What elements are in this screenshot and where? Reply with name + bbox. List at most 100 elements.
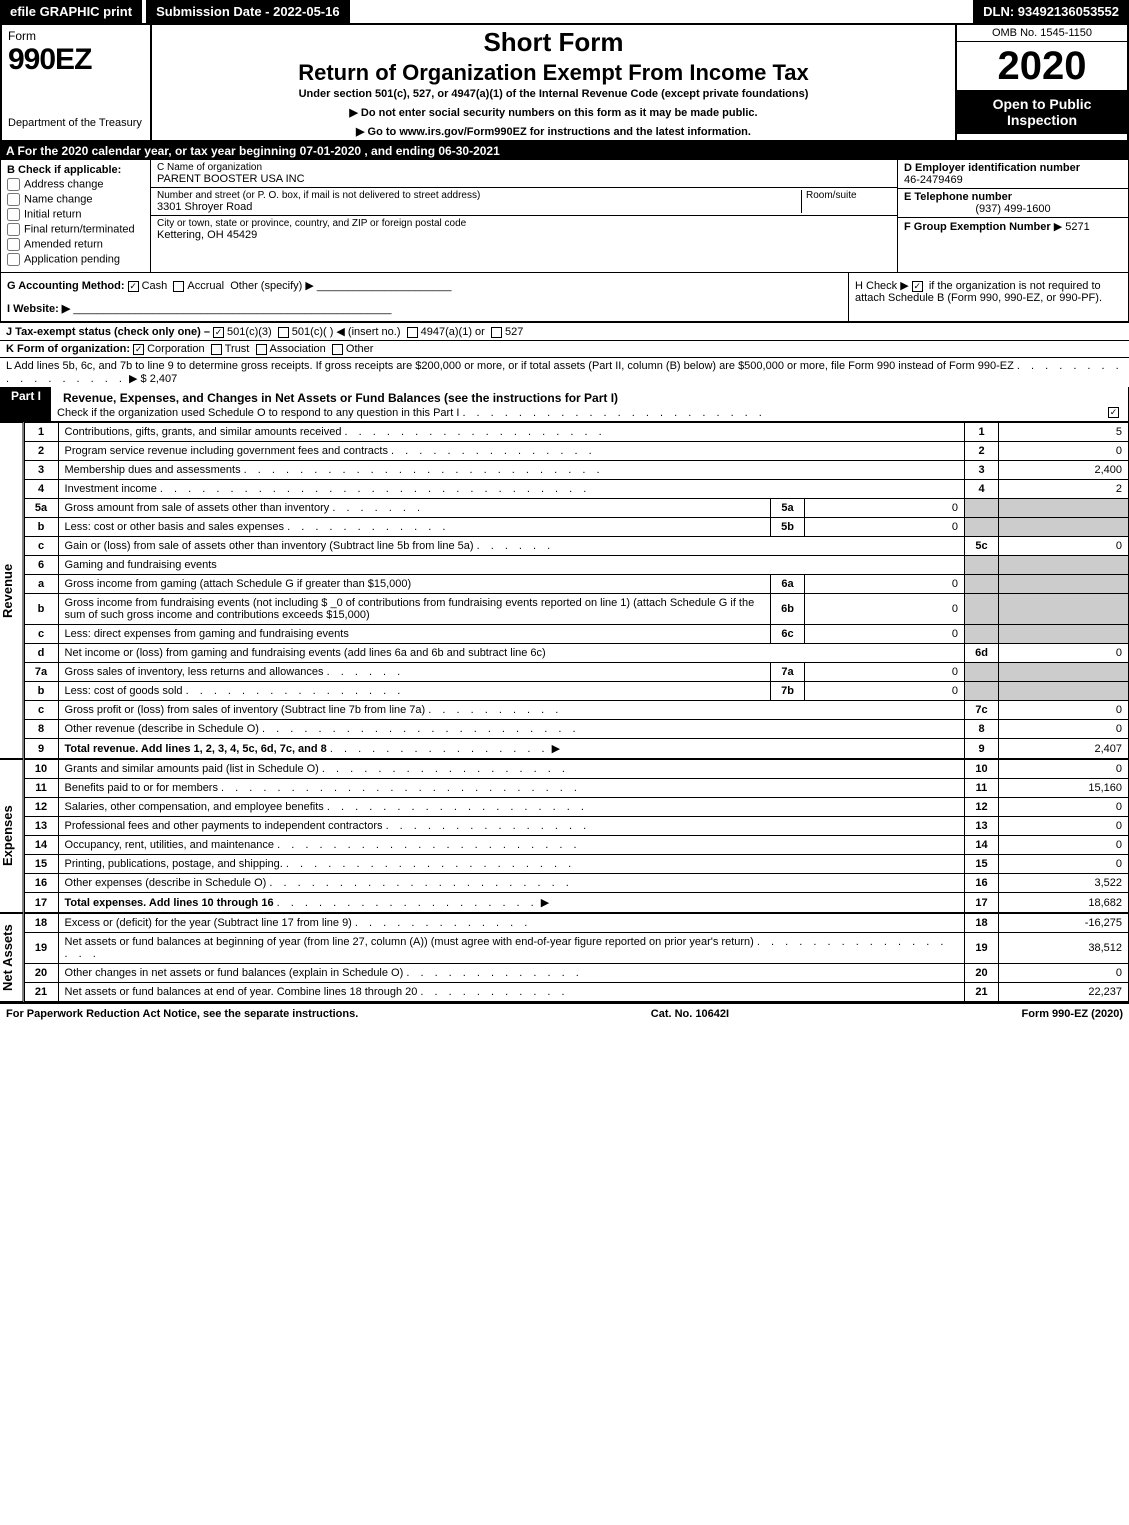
ein-value: 46-2479469 (904, 174, 1122, 186)
line-g: G Accounting Method: Cash Accrual Other … (7, 279, 842, 292)
chk-schedule-b[interactable] (912, 281, 923, 292)
chk-other-org[interactable] (332, 344, 343, 355)
revenue-section: Revenue 1Contributions, gifts, grants, a… (0, 422, 1129, 759)
chk-address-change[interactable]: Address change (7, 178, 144, 191)
chk-final-return[interactable]: Final return/terminated (7, 223, 144, 236)
line-3: 3Membership dues and assessments . . . .… (24, 461, 1128, 480)
group-exemption-block: F Group Exemption Number ▶ 5271 (898, 218, 1128, 235)
ein-block: D Employer identification number 46-2479… (898, 160, 1128, 189)
line-i: I Website: ▶ ___________________________… (7, 302, 842, 315)
footer-left: For Paperwork Reduction Act Notice, see … (6, 1008, 358, 1020)
chk-cash[interactable] (128, 281, 139, 292)
col-d-ein-phone: D Employer identification number 46-2479… (898, 160, 1128, 272)
chk-amended-return[interactable]: Amended return (7, 238, 144, 251)
city-block: City or town, state or province, country… (151, 216, 897, 243)
line-l: L Add lines 5b, 6c, and 7b to line 9 to … (0, 357, 1129, 387)
chk-application-pending[interactable]: Application pending (7, 253, 144, 266)
chk-association[interactable] (256, 344, 267, 355)
footer-right: Form 990-EZ (2020) (1022, 1008, 1123, 1020)
chk-accrual[interactable] (173, 281, 184, 292)
col-b-checkboxes: B Check if applicable: Address change Na… (1, 160, 151, 272)
line-11: 11Benefits paid to or for members . . . … (24, 779, 1128, 798)
line-12: 12Salaries, other compensation, and empl… (24, 798, 1128, 817)
form-header: Form 990EZ Department of the Treasury Sh… (0, 25, 1129, 142)
dln-label: DLN: 93492136053552 (973, 0, 1129, 23)
phone-block: E Telephone number (937) 499-1600 (898, 189, 1128, 218)
chk-trust[interactable] (211, 344, 222, 355)
line-18: 18Excess or (deficit) for the year (Subt… (24, 914, 1128, 933)
page-footer: For Paperwork Reduction Act Notice, see … (0, 1002, 1129, 1024)
room-label: Room/suite (806, 190, 891, 201)
efile-print-button[interactable]: efile GRAPHIC print (0, 0, 142, 23)
line-13: 13Professional fees and other payments t… (24, 817, 1128, 836)
line-j: J Tax-exempt status (check only one) – 5… (0, 322, 1129, 340)
part-1-label: Part I (1, 387, 51, 421)
line-5b: bLess: cost or other basis and sales exp… (24, 518, 1128, 537)
line-15: 15Printing, publications, postage, and s… (24, 855, 1128, 874)
chk-501c[interactable] (278, 327, 289, 338)
expenses-section: Expenses 10Grants and similar amounts pa… (0, 759, 1129, 913)
line-14: 14Occupancy, rent, utilities, and mainte… (24, 836, 1128, 855)
department-label: Department of the Treasury (8, 117, 144, 129)
revenue-vertical-label: Revenue (0, 422, 24, 759)
header-left: Form 990EZ Department of the Treasury (2, 25, 152, 140)
expenses-vertical-label: Expenses (0, 759, 24, 913)
section-g-h-i: G Accounting Method: Cash Accrual Other … (0, 273, 1129, 322)
street-label: Number and street (or P. O. box, if mail… (157, 190, 801, 201)
line-9: 9Total revenue. Add lines 1, 2, 3, 4, 5c… (24, 739, 1128, 759)
line-6a: aGross income from gaming (attach Schedu… (24, 575, 1128, 594)
group-value: ▶ 5271 (1054, 221, 1090, 233)
col-b-title: B Check if applicable: (7, 164, 144, 176)
net-assets-section: Net Assets 18Excess or (deficit) for the… (0, 913, 1129, 1002)
city-label: City or town, state or province, country… (157, 218, 891, 229)
chk-corporation[interactable] (133, 344, 144, 355)
ein-label: D Employer identification number (904, 162, 1122, 174)
chk-527[interactable] (491, 327, 502, 338)
instructions-link[interactable]: ▶ Go to www.irs.gov/Form990EZ for instru… (158, 125, 949, 138)
chk-4947[interactable] (407, 327, 418, 338)
expenses-table: 10Grants and similar amounts paid (list … (24, 759, 1129, 913)
top-bar: efile GRAPHIC print Submission Date - 20… (0, 0, 1129, 25)
line-5a: 5aGross amount from sale of assets other… (24, 499, 1128, 518)
chk-initial-return[interactable]: Initial return (7, 208, 144, 221)
org-name-block: C Name of organization PARENT BOOSTER US… (151, 160, 897, 188)
line-20: 20Other changes in net assets or fund ba… (24, 964, 1128, 983)
net-assets-vertical-label: Net Assets (0, 913, 24, 1002)
line-19: 19Net assets or fund balances at beginni… (24, 933, 1128, 964)
line-17: 17Total expenses. Add lines 10 through 1… (24, 893, 1128, 913)
group-label: F Group Exemption Number (904, 221, 1051, 233)
chk-name-change[interactable]: Name change (7, 193, 144, 206)
submission-date-label: Submission Date - 2022-05-16 (146, 0, 350, 23)
chk-schedule-o[interactable] (1108, 407, 1119, 418)
line-16: 16Other expenses (describe in Schedule O… (24, 874, 1128, 893)
open-to-public-label: Open to Public Inspection (957, 90, 1127, 134)
revenue-table: 1Contributions, gifts, grants, and simil… (24, 422, 1129, 759)
header-mid: Short Form Return of Organization Exempt… (152, 25, 957, 140)
org-name-label: C Name of organization (157, 162, 891, 173)
line-l-amount: ▶ $ 2,407 (129, 373, 177, 385)
line-21: 21Net assets or fund balances at end of … (24, 983, 1128, 1002)
net-assets-table: 18Excess or (deficit) for the year (Subt… (24, 913, 1129, 1002)
chk-501c3[interactable] (213, 327, 224, 338)
line-7a: 7aGross sales of inventory, less returns… (24, 663, 1128, 682)
street-value: 3301 Shroyer Road (157, 201, 801, 213)
tax-year: 2020 (957, 42, 1127, 90)
line-5c: cGain or (loss) from sale of assets othe… (24, 537, 1128, 556)
line-8: 8Other revenue (describe in Schedule O) … (24, 720, 1128, 739)
under-section-text: Under section 501(c), 527, or 4947(a)(1)… (158, 88, 949, 100)
line-7c: cGross profit or (loss) from sales of in… (24, 701, 1128, 720)
part-1-check-text: Check if the organization used Schedule … (57, 407, 1122, 419)
line-4: 4Investment income . . . . . . . . . . .… (24, 480, 1128, 499)
ghi-left: G Accounting Method: Cash Accrual Other … (1, 273, 848, 321)
street-block: Number and street (or P. O. box, if mail… (151, 188, 897, 216)
line-7b: bLess: cost of goods sold . . . . . . . … (24, 682, 1128, 701)
line-6: 6Gaming and fundraising events (24, 556, 1128, 575)
entity-info-block: B Check if applicable: Address change Na… (0, 160, 1129, 273)
short-form-title: Short Form (158, 27, 949, 58)
col-c-name-address: C Name of organization PARENT BOOSTER US… (151, 160, 898, 272)
phone-label: E Telephone number (904, 191, 1122, 203)
line-6d: dNet income or (loss) from gaming and fu… (24, 644, 1128, 663)
part-1-title: Revenue, Expenses, and Changes in Net As… (57, 389, 1122, 407)
line-10: 10Grants and similar amounts paid (list … (24, 760, 1128, 779)
org-name-value: PARENT BOOSTER USA INC (157, 173, 891, 185)
